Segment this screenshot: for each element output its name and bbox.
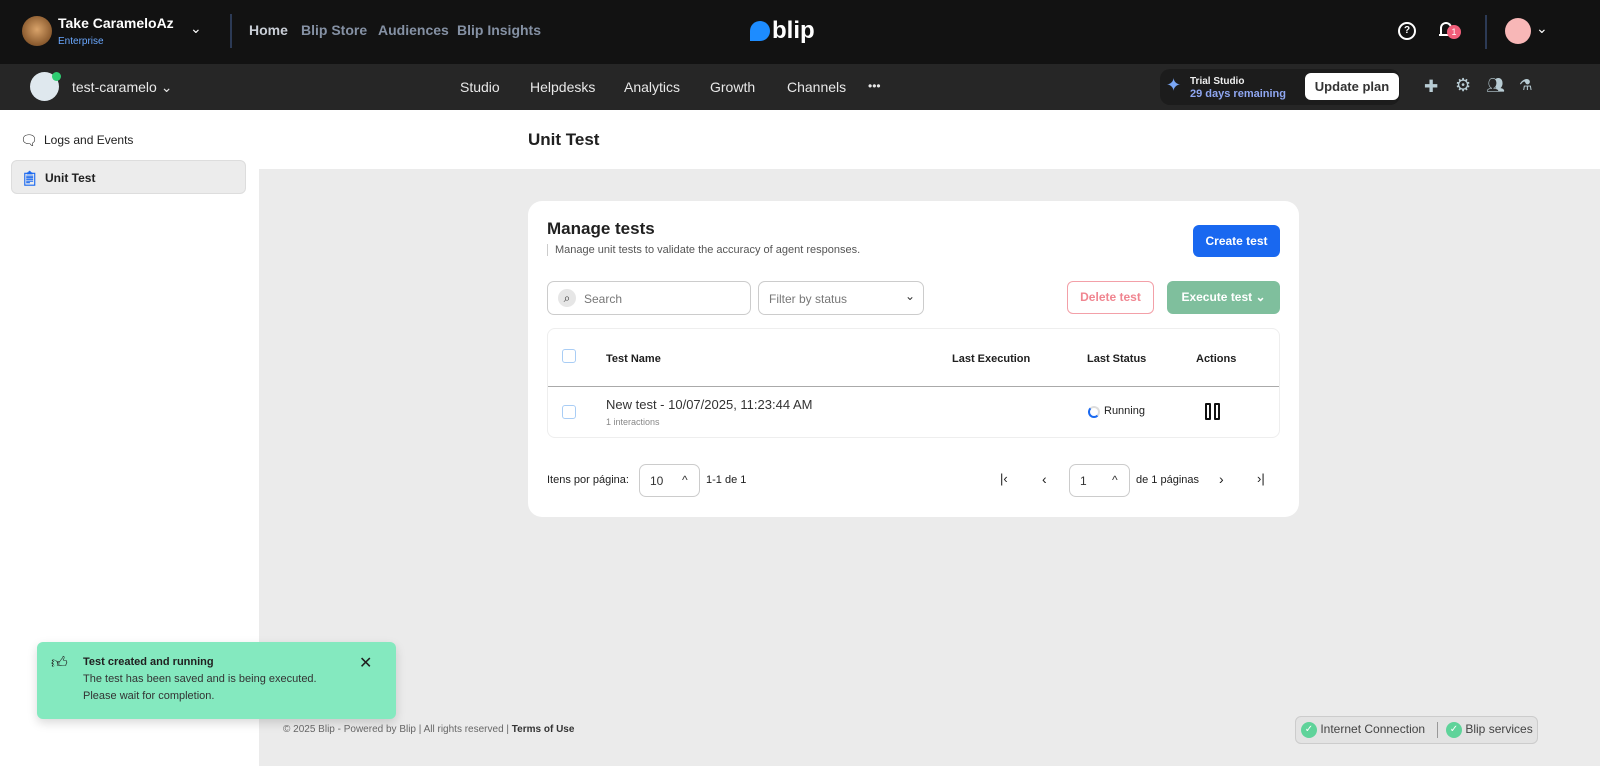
more-icon[interactable]: ••• [868,79,881,93]
notification-badge: 1 [1447,25,1461,39]
page-title: Unit Test [528,130,600,149]
filter-placeholder: Filter by status [769,292,848,306]
sidebar-item-label: Logs and Events [44,133,134,147]
nav-helpdesks[interactable]: Helpdesks [530,79,596,95]
search-placeholder: Search [584,292,623,306]
status-text: Running [1104,405,1145,417]
manage-tests-card: Manage tests Manage unit tests to valida… [528,201,1299,517]
tests-table: Test Name Last Execution Last Status Act… [547,328,1280,438]
select-all-checkbox[interactable] [562,349,576,363]
first-page-icon[interactable]: |‹ [1000,471,1008,486]
create-test-button[interactable]: Create test [1193,225,1280,257]
blip-logo[interactable]: blip [750,17,815,45]
delete-test-button[interactable]: Delete test [1067,281,1154,314]
row-checkbox[interactable] [562,405,576,419]
puzzle-icon[interactable]: ✚ [1424,77,1439,96]
success-toast: 👍︎ Test created and running The test has… [37,642,396,719]
check-icon: ✓ [1301,722,1317,738]
chevron-down-icon: ⌄ [905,289,916,303]
top-bar: Take CarameloAz Enterprise ⌄ Home Blip S… [0,0,1600,64]
team-icon[interactable]: 👥︎ [1486,77,1506,94]
terms-link[interactable]: Terms of Use [511,724,575,735]
bot-selector[interactable]: test-caramelo ⌄ [72,79,173,95]
online-indicator [52,72,61,81]
nav-audiences[interactable]: Audiences [378,22,449,38]
sidebar-item-logs[interactable]: 🗨︎ Logs and Events [11,123,246,157]
next-page-icon[interactable]: › [1219,471,1224,487]
gear-icon[interactable]: ⚙ [1455,75,1472,95]
execute-test-button[interactable]: Execute test ⌄ [1167,281,1280,314]
trial-remaining: 29 days remaining [1190,88,1286,100]
help-icon[interactable]: ? [1398,22,1416,40]
status-filter-select[interactable]: Filter by status ⌄ [758,281,924,315]
page-header: Unit Test [259,110,1600,169]
page-value: 1 [1080,474,1087,488]
footer: © 2025 Blip - Powered by Blip | All righ… [283,724,574,735]
interactions-count: 1 interactions [606,417,660,427]
prev-page-icon[interactable]: ‹ [1042,471,1047,487]
check-icon: ✓ [1446,722,1462,738]
nav-blip-insights[interactable]: Blip Insights [457,22,541,38]
header-last-status[interactable]: Last Status [1087,353,1147,365]
connection-status: ✓ Internet Connection ✓ Blip services [1295,716,1538,744]
services-status: ✓ Blip services [1446,722,1533,738]
toast-message: Please wait for completion. [83,690,215,702]
close-icon[interactable]: ✕ [359,655,373,672]
org-name[interactable]: Take CarameloAz [58,15,174,31]
header-actions: Actions [1196,353,1237,365]
per-page-select[interactable]: 10 ^ [639,464,700,497]
sidebar-item-label: Unit Test [45,171,96,185]
sparkle-icon: ✦ [1166,75,1182,95]
nav-home[interactable]: Home [249,22,288,38]
org-avatar[interactable] [22,16,52,46]
update-plan-button[interactable]: Update plan [1305,73,1399,100]
nav-blip-store[interactable]: Blip Store [301,22,368,38]
toast-message: The test has been saved and is being exe… [83,673,317,685]
chevron-down-icon[interactable]: ⌄ [1536,20,1548,36]
pause-icon[interactable] [1205,403,1211,420]
search-icon: ⌕ [558,289,576,307]
nav-growth[interactable]: Growth [710,79,756,95]
pages-label: de 1 páginas [1136,474,1199,486]
header-test-name[interactable]: Test Name [606,353,661,365]
divider [548,386,1279,387]
test-name[interactable]: New test - 10/07/2025, 11:23:44 AM [606,397,813,412]
divider [1437,722,1438,738]
divider [1485,15,1487,49]
sidebar-item-unit-test[interactable]: 📋︎ Unit Test [11,160,246,194]
per-page-value: 10 [650,474,664,488]
toast-title: Test created and running [83,656,214,668]
nav-studio[interactable]: Studio [460,79,500,95]
card-title: Manage tests [547,219,655,238]
divider [230,14,232,48]
chat-icon: 🗨︎ [20,132,38,148]
internet-status: ✓ Internet Connection [1301,722,1425,738]
search-input[interactable]: ⌕ Search [547,281,751,315]
pause-icon[interactable] [1214,403,1220,420]
services-label: Blip services [1465,722,1533,737]
thumbs-up-icon: 👍︎ [51,655,68,672]
copyright-text: © 2025 Blip - Powered by Blip | All righ… [283,724,510,735]
chevron-down-icon[interactable]: ⌄ [190,20,202,36]
chevron-up-icon: ^ [1112,473,1118,487]
flask-icon[interactable]: ⚗ [1519,77,1533,94]
range-text: 1-1 de 1 [706,474,747,486]
spinner-icon [1088,406,1100,418]
internet-label: Internet Connection [1320,722,1426,737]
nav-analytics[interactable]: Analytics [624,79,681,95]
nav-channels[interactable]: Channels [787,79,847,95]
clipboard-icon: 📋︎ [21,170,39,186]
chevron-up-icon: ^ [682,473,688,487]
per-page-label: Itens por página: [547,474,629,486]
user-avatar[interactable] [1505,18,1531,44]
page-select[interactable]: 1 ^ [1069,464,1130,497]
header-last-execution[interactable]: Last Execution [952,353,1031,365]
card-subtitle: Manage unit tests to validate the accura… [547,244,860,256]
trial-title: Trial Studio [1190,76,1245,87]
last-page-icon[interactable]: ›| [1257,471,1265,486]
org-plan: Enterprise [58,36,104,47]
